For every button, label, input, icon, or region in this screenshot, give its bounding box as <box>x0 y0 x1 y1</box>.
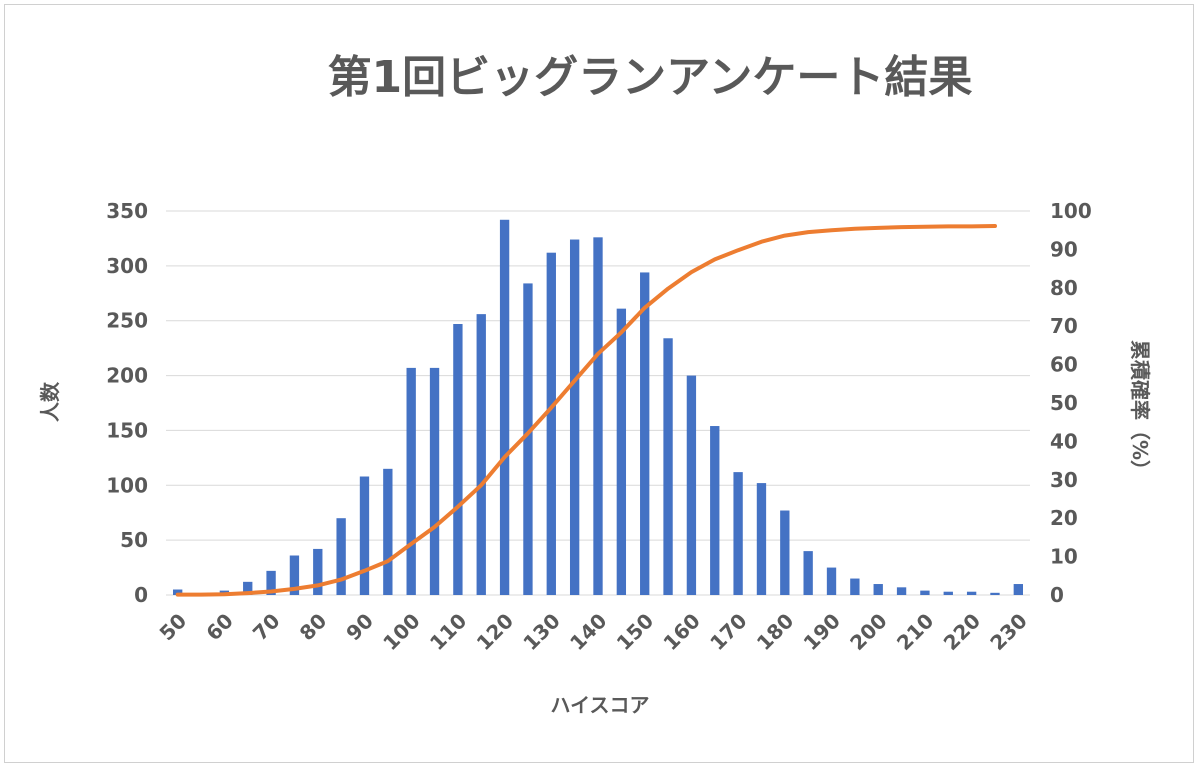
x-tick-label: 170 <box>705 609 751 655</box>
y2-tick-label: 10 <box>1050 545 1078 569</box>
bar <box>920 590 930 595</box>
x-tick-label: 190 <box>799 609 845 655</box>
x-tick-label: 230 <box>985 609 1031 655</box>
bar <box>873 584 883 595</box>
y-tick-label: 150 <box>106 418 148 442</box>
bar <box>990 592 1000 595</box>
bar <box>499 219 510 595</box>
y-tick-label: 0 <box>134 583 148 607</box>
bar <box>266 570 276 595</box>
y-tick-label: 100 <box>106 473 148 497</box>
x-tick-label: 210 <box>892 609 938 655</box>
bar <box>850 578 860 595</box>
bar <box>173 589 183 595</box>
bar <box>733 472 743 595</box>
bar <box>756 483 767 595</box>
bar <box>289 555 300 595</box>
y-tick-label: 250 <box>106 309 148 333</box>
bar <box>616 308 627 595</box>
bar <box>966 591 977 595</box>
x-tick-label: 70 <box>248 609 285 646</box>
x-tick-label: 140 <box>565 609 611 655</box>
y2-tick-label: 70 <box>1050 314 1078 338</box>
bar <box>896 587 907 595</box>
bar <box>406 367 416 595</box>
x-tick-label: 180 <box>752 609 798 655</box>
x-tick-label: 110 <box>425 609 471 655</box>
y2-tick-label: 20 <box>1050 506 1078 530</box>
x-tick-label: 150 <box>612 609 658 655</box>
bar <box>943 591 953 595</box>
x-tick-label: 50 <box>155 609 192 646</box>
y2-axis-label: 累積確率（%） <box>1128 340 1152 480</box>
x-axis-label: ハイスコア <box>551 693 650 717</box>
x-tick-label: 80 <box>295 609 332 646</box>
x-tick-label: 220 <box>939 609 985 655</box>
y2-tick-label: 80 <box>1050 276 1078 300</box>
bar <box>546 252 556 596</box>
x-tick-label: 90 <box>341 609 378 646</box>
bar <box>313 548 323 595</box>
bar <box>780 510 790 595</box>
chart-title: 第1回ビッグランアンケート結果 <box>328 52 973 103</box>
x-tick-label: 120 <box>472 609 518 655</box>
bar <box>383 468 393 595</box>
y2-tick-label: 100 <box>1050 199 1092 223</box>
y2-tick-label: 40 <box>1050 429 1078 453</box>
bar <box>336 518 346 595</box>
y-tick-label: 300 <box>106 254 148 278</box>
y2-tick-label: 0 <box>1050 583 1064 607</box>
bar <box>453 324 463 595</box>
y2-tick-label: 90 <box>1050 237 1078 261</box>
bar <box>826 567 837 595</box>
bar <box>803 551 813 595</box>
x-tick-label: 60 <box>201 609 238 646</box>
x-tick-label: 200 <box>845 609 891 655</box>
bar <box>523 283 533 595</box>
y-tick-label: 200 <box>106 364 148 388</box>
cumulative-line <box>175 224 997 597</box>
x-tick-label: 100 <box>378 609 424 655</box>
bar <box>359 476 370 595</box>
x-tick-label: 160 <box>658 609 704 655</box>
bar <box>686 375 697 595</box>
y2-tick-label: 50 <box>1050 391 1078 415</box>
x-tick-label: 130 <box>518 609 564 655</box>
bar <box>243 581 253 595</box>
y-tick-label: 350 <box>106 199 148 223</box>
bar <box>640 272 650 595</box>
bar <box>429 367 440 595</box>
bar <box>593 237 603 595</box>
bar <box>476 314 486 595</box>
bar <box>1013 584 1023 595</box>
bar <box>663 338 673 595</box>
bar <box>710 426 720 595</box>
y-axis-label: 人数 <box>38 381 62 422</box>
y-tick-label: 50 <box>120 528 148 552</box>
y2-tick-label: 60 <box>1050 353 1078 377</box>
y2-tick-label: 30 <box>1050 468 1078 492</box>
bar <box>569 239 580 596</box>
